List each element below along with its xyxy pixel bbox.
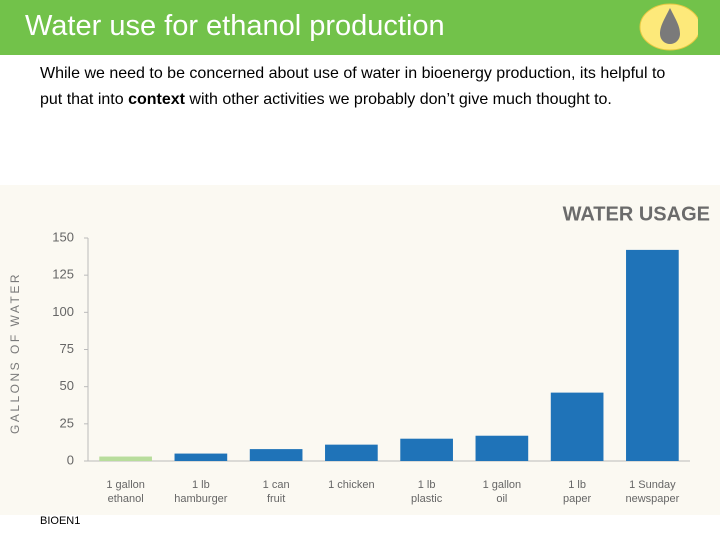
y-tick-label: 50 xyxy=(60,378,74,393)
y-tick-label: 0 xyxy=(67,452,74,467)
drop-icon xyxy=(639,3,698,51)
x-tick-label: 1 Sunday newspaper xyxy=(625,479,679,505)
bar xyxy=(626,249,679,461)
y-tick-label: 150 xyxy=(52,229,74,244)
x-tick-label: 1 gallon oil xyxy=(483,479,522,505)
chart-title: WATER USAGE xyxy=(563,203,710,225)
footer: BIOEN1 xyxy=(40,515,81,527)
y-tick-label: 100 xyxy=(52,304,74,319)
bar xyxy=(475,435,529,461)
intro-text: While we need to be concerned about use … xyxy=(40,61,690,113)
intro-before: While we need to be concerned about use … xyxy=(40,65,666,108)
x-tick-label: 1 lb plastic xyxy=(411,479,443,505)
chart-background xyxy=(0,185,720,515)
slide-title: Water use for ethanol production xyxy=(25,10,445,42)
bar xyxy=(550,392,604,461)
x-tick-label: 1 lb paper xyxy=(563,479,591,505)
bar xyxy=(99,456,152,461)
intro-after: with other activities we probably don’t … xyxy=(184,91,612,108)
bar xyxy=(400,438,453,461)
y-tick-label: 75 xyxy=(60,341,74,356)
bar xyxy=(325,444,378,461)
chart: WATER USAGE GALLONS OF WATER 0 25 50 75 100 1… xyxy=(0,185,720,515)
y-tick-label: 25 xyxy=(60,415,74,430)
bar xyxy=(249,449,303,461)
header: Water use for ethanol production xyxy=(0,0,720,55)
x-tick-label: 1 can fruit xyxy=(263,479,290,505)
bar xyxy=(174,453,228,461)
x-tick-label: 1 chicken xyxy=(328,479,374,491)
x-tick-label: 1 gallon ethanol xyxy=(106,479,145,505)
y-axis-label: GALLONS OF WATER xyxy=(8,272,22,434)
x-tick-label: 1 lb hamburger xyxy=(174,479,228,505)
intro-bold: context xyxy=(128,91,185,108)
y-tick-label: 125 xyxy=(52,267,74,282)
